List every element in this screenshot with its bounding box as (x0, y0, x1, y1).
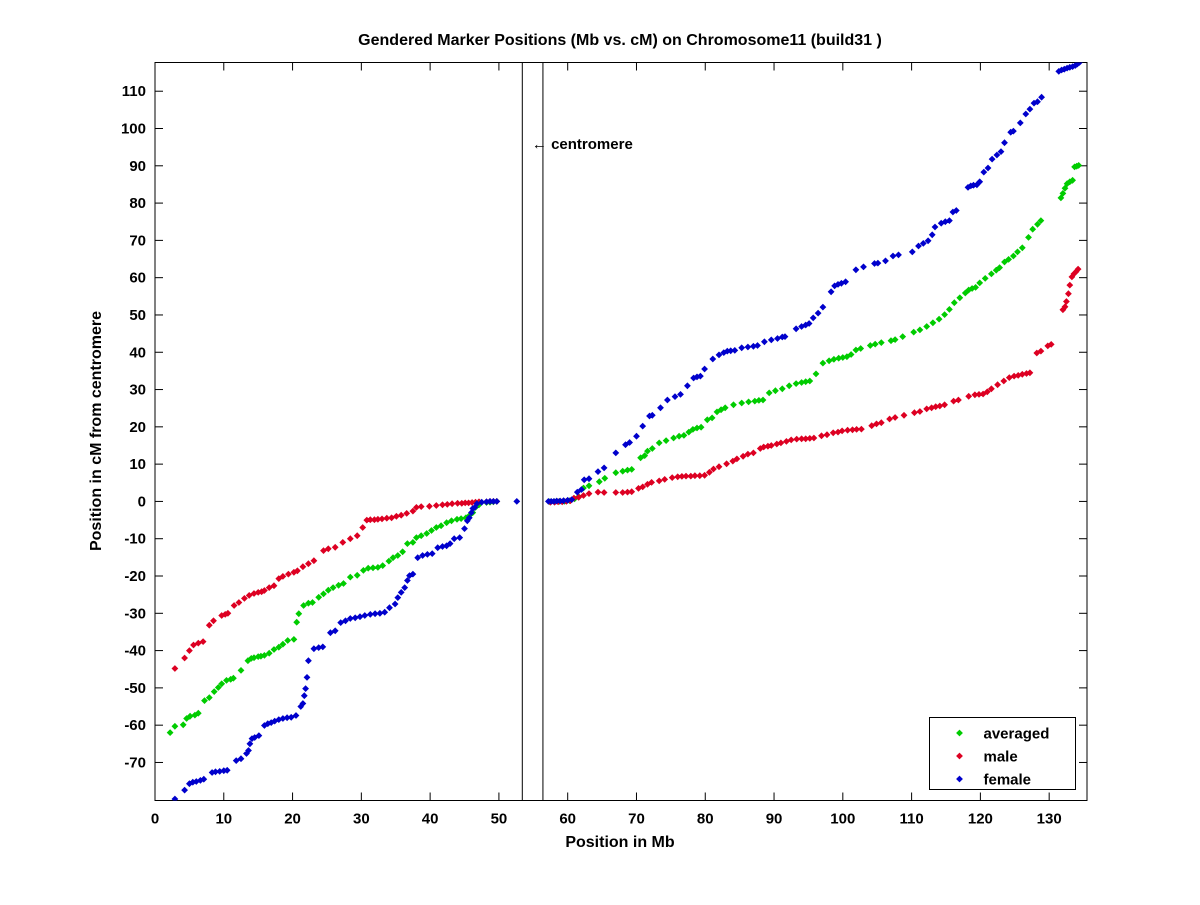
legend-label-female: female (984, 772, 1032, 789)
y-tick-label: 30 (129, 382, 146, 399)
y-tick-label: 80 (129, 195, 146, 212)
series-female (171, 62, 1083, 801)
x-axis: 0 10 20 30 40 50 60 70 80 90 100 110 120 130 (151, 62, 1062, 828)
axes: 0 10 20 30 40 50 60 70 80 90 100 110 120 130-70-60-50… (121, 62, 1088, 828)
y-tick-label: 60 (129, 270, 146, 287)
y-axis-label: Position in cM from centromere (88, 311, 105, 551)
x-tick-label: 30 (353, 811, 370, 828)
y-tick-label: -20 (124, 568, 146, 585)
y-tick-label: 70 (129, 232, 146, 249)
x-tick-label: 130 (1037, 811, 1062, 828)
legend-label-male: male (984, 749, 1018, 766)
y-tick-label: -50 (124, 680, 146, 697)
y-tick-label: -30 (124, 605, 146, 622)
x-tick-label: 0 (151, 811, 159, 828)
x-tick-label: 120 (968, 811, 993, 828)
x-tick-label: 110 (900, 811, 924, 828)
chart-title: Gendered Marker Positions (Mb vs. cM) on… (358, 32, 882, 49)
y-tick-label: -10 (124, 531, 146, 548)
y-tick-label: 20 (129, 419, 146, 436)
legend-label-averaged: averaged (984, 726, 1050, 743)
x-tick-label: 40 (422, 811, 439, 828)
x-tick-label: 50 (491, 811, 508, 828)
y-tick-label: 10 (129, 456, 146, 473)
y-tick-label: 0 (138, 493, 146, 510)
x-axis-label: Position in Mb (565, 834, 675, 851)
data-points-female (171, 62, 1083, 801)
x-tick-label: 20 (284, 811, 301, 828)
legend-marker-female (956, 775, 963, 783)
x-tick-label: 10 (215, 811, 232, 828)
series-averaged (166, 162, 1083, 736)
y-tick-label: 40 (129, 344, 146, 361)
scatter-series (166, 62, 1083, 801)
y-tick-label: -70 (124, 754, 146, 771)
legend-box (929, 717, 1076, 790)
centromere-annotation: ← centromere (532, 136, 633, 153)
x-tick-label: 90 (766, 811, 783, 828)
legend-marker-male (956, 752, 963, 760)
y-tick-label: 100 (121, 121, 146, 138)
y-tick-label: 110 (122, 83, 146, 100)
data-points-averaged (166, 162, 1083, 736)
y-tick-label: 90 (129, 158, 146, 175)
x-tick-label: 60 (559, 811, 576, 828)
x-tick-label: 70 (628, 811, 645, 828)
x-tick-label: 100 (830, 811, 855, 828)
y-tick-label: 50 (129, 307, 146, 324)
y-tick-label: -60 (124, 717, 146, 734)
y-axis: -70 -60 -50 -40 -30 -20 -10 0 10 20 30 40 50 60 70 80 90… (121, 83, 1087, 771)
x-tick-label: 80 (697, 811, 714, 828)
legend: averaged male female (929, 717, 1076, 790)
centromere-lines (521, 62, 544, 801)
y-tick-label: -40 (124, 643, 146, 660)
plot-border (154, 62, 1088, 801)
legend-marker-averaged (956, 729, 963, 737)
